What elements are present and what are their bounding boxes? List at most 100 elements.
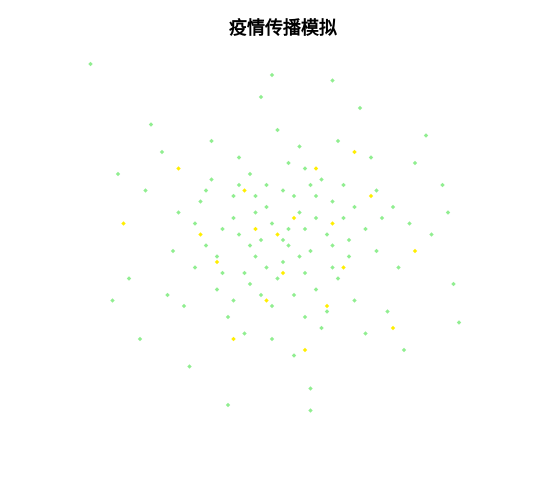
point — [407, 221, 412, 226]
point — [236, 232, 242, 237]
point — [363, 226, 368, 232]
chart-title: 疫情传播模拟 — [229, 17, 337, 39]
point — [220, 270, 225, 276]
point — [302, 270, 308, 276]
point — [385, 309, 390, 314]
point — [225, 314, 231, 320]
point — [269, 221, 275, 226]
point — [319, 177, 324, 182]
point — [302, 166, 308, 171]
point — [280, 188, 286, 193]
point — [379, 215, 385, 221]
point — [214, 287, 220, 292]
point — [308, 248, 313, 254]
point — [352, 149, 357, 155]
point — [330, 78, 335, 83]
point — [231, 193, 236, 199]
point — [242, 331, 247, 336]
point — [374, 188, 379, 193]
point — [209, 138, 214, 144]
point — [423, 133, 429, 138]
point — [264, 298, 269, 303]
point — [220, 226, 225, 232]
point — [253, 193, 258, 199]
point — [176, 210, 181, 215]
point — [187, 364, 192, 369]
point — [286, 226, 291, 232]
point — [363, 331, 368, 336]
point — [412, 160, 418, 166]
point — [308, 408, 313, 413]
point — [445, 210, 451, 215]
point — [159, 149, 165, 155]
point — [88, 61, 93, 67]
point — [396, 265, 401, 270]
point — [269, 72, 275, 78]
point — [352, 298, 357, 303]
point — [401, 347, 407, 353]
point — [275, 127, 280, 133]
point — [269, 336, 275, 342]
point — [440, 182, 445, 188]
point — [148, 122, 154, 127]
point — [203, 188, 209, 193]
point — [324, 303, 330, 309]
point — [209, 177, 214, 182]
point — [121, 221, 126, 226]
point — [291, 215, 297, 221]
point — [181, 303, 187, 309]
point — [203, 243, 209, 248]
point — [258, 94, 264, 100]
point — [374, 248, 379, 254]
point — [324, 309, 330, 314]
point — [341, 215, 346, 221]
point — [368, 155, 374, 160]
point — [357, 105, 363, 111]
point — [368, 193, 374, 199]
point — [335, 276, 341, 281]
point — [198, 199, 203, 204]
point — [456, 320, 462, 325]
point — [214, 259, 220, 265]
point — [302, 347, 308, 353]
point — [330, 199, 335, 204]
point — [165, 292, 170, 298]
point — [253, 226, 258, 232]
point — [170, 248, 176, 254]
point — [308, 182, 313, 188]
point — [176, 166, 181, 171]
point — [302, 314, 308, 320]
point — [297, 254, 302, 259]
point — [280, 237, 286, 243]
point — [258, 237, 264, 243]
point — [286, 160, 291, 166]
point — [451, 281, 456, 287]
point — [302, 226, 308, 232]
point — [247, 243, 253, 248]
point — [280, 270, 286, 276]
point — [335, 138, 341, 144]
point — [231, 298, 236, 303]
point — [352, 204, 357, 210]
point — [275, 232, 280, 237]
point — [253, 210, 258, 215]
point — [236, 155, 242, 160]
point — [115, 171, 121, 177]
point — [280, 259, 286, 265]
point — [231, 215, 236, 221]
point — [225, 402, 231, 408]
point — [308, 386, 313, 391]
point — [319, 325, 324, 331]
point — [341, 182, 346, 188]
point — [258, 292, 264, 298]
point — [247, 281, 253, 287]
point — [242, 270, 247, 276]
point — [297, 144, 302, 149]
point — [110, 298, 115, 303]
point — [390, 204, 396, 210]
point — [242, 188, 247, 193]
point — [143, 188, 148, 193]
point — [137, 336, 143, 342]
